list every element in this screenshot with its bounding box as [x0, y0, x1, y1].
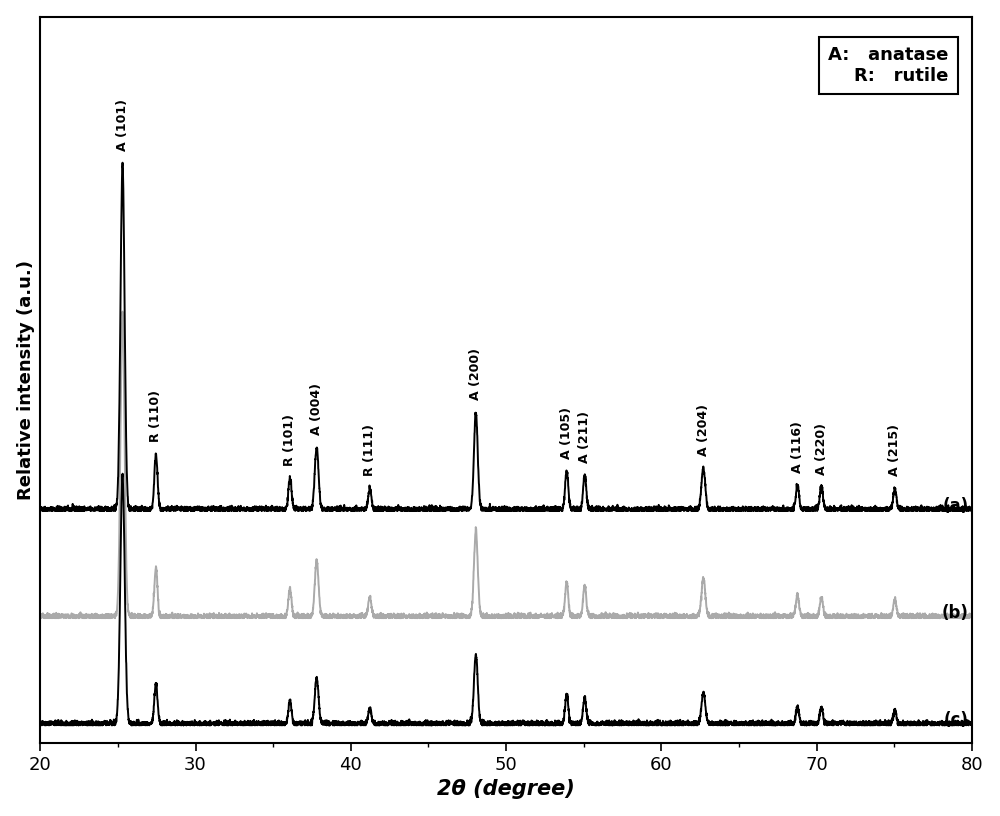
- Text: A (211): A (211): [578, 410, 591, 463]
- X-axis label: 2θ (degree): 2θ (degree): [437, 779, 575, 800]
- Text: R (111): R (111): [363, 424, 376, 477]
- Text: R (101): R (101): [283, 414, 296, 466]
- Y-axis label: Relative intensity (a.u.): Relative intensity (a.u.): [17, 259, 35, 499]
- Text: A (204): A (204): [697, 404, 710, 455]
- Text: (b): (b): [942, 604, 969, 622]
- Text: A (215): A (215): [888, 424, 901, 477]
- Text: (a): (a): [943, 497, 969, 515]
- Text: (c): (c): [944, 711, 969, 730]
- Text: A (116): A (116): [791, 421, 804, 473]
- Text: A (220): A (220): [815, 423, 828, 475]
- Text: A (101): A (101): [116, 100, 129, 152]
- Text: R (110): R (110): [149, 390, 162, 441]
- Text: A (200): A (200): [469, 348, 482, 401]
- Text: A (004): A (004): [310, 383, 323, 435]
- Text: A (105): A (105): [560, 407, 573, 459]
- Text: A:   anatase
R:   rutile: A: anatase R: rutile: [828, 46, 949, 85]
